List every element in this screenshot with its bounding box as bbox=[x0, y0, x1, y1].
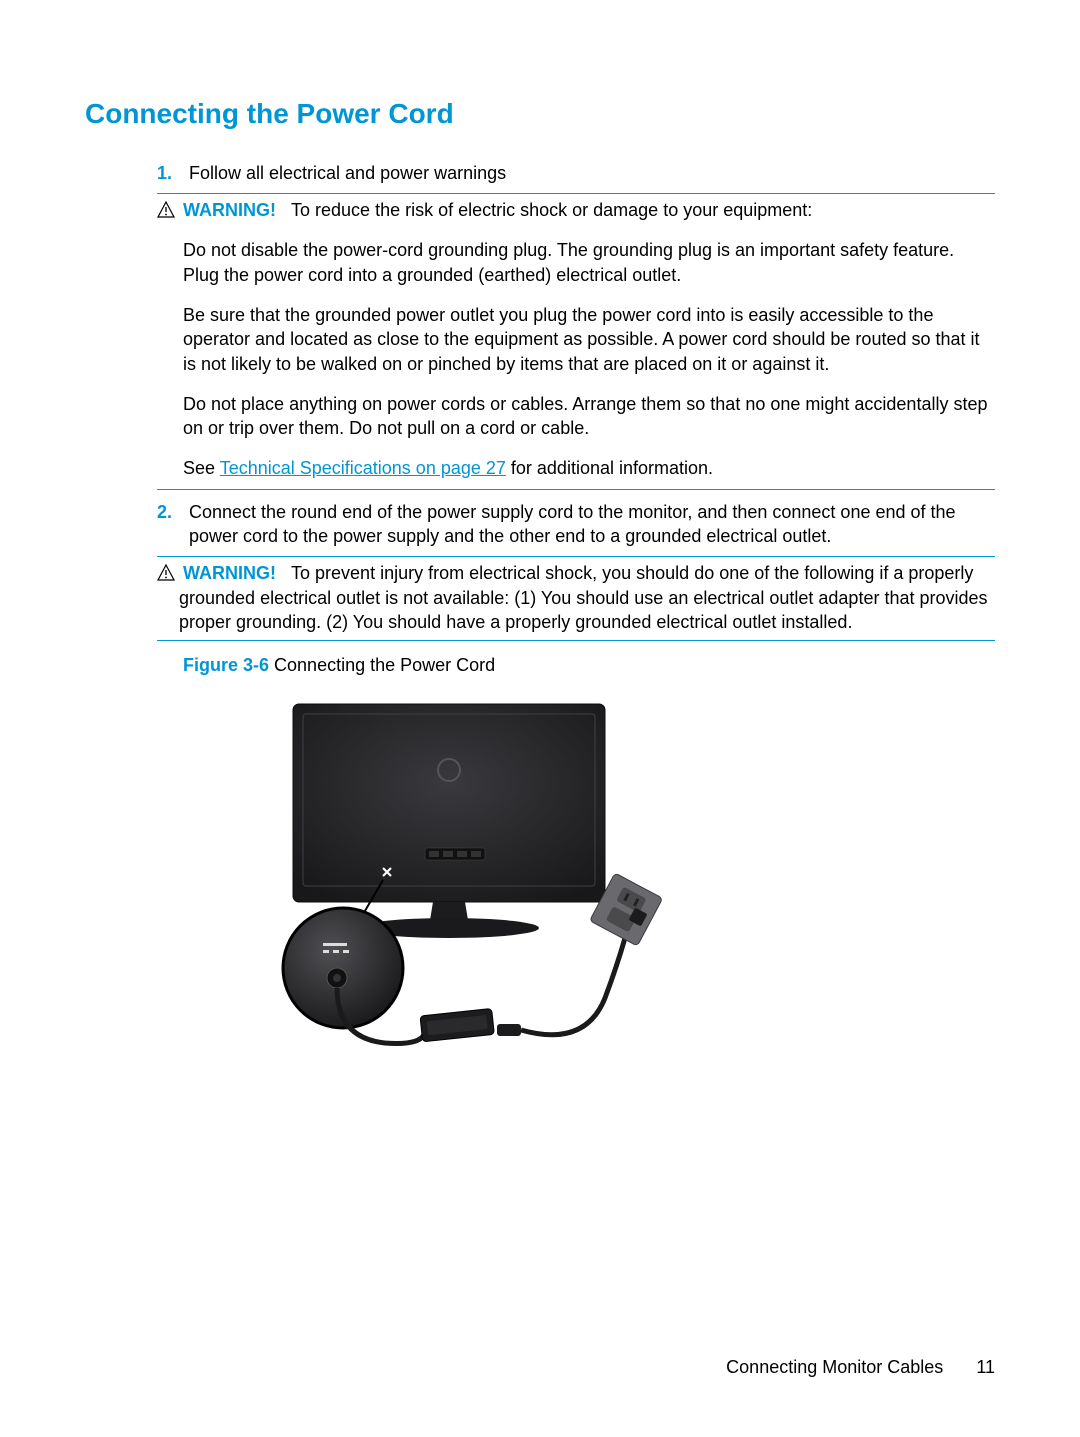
step-number: 2. bbox=[157, 500, 189, 549]
warning-icon bbox=[157, 198, 179, 224]
see-suffix: for additional information. bbox=[506, 458, 713, 478]
figure-caption: Figure 3-6 Connecting the Power Cord bbox=[183, 653, 995, 677]
step-1: 1. Follow all electrical and power warni… bbox=[85, 161, 995, 185]
footer-section-title: Connecting Monitor Cables bbox=[726, 1357, 943, 1377]
warning-box-2: WARNING! To prevent injury from electric… bbox=[157, 556, 995, 641]
footer-page-number: 11 bbox=[976, 1357, 995, 1377]
warning-paragraph: Be sure that the grounded power outlet y… bbox=[183, 303, 995, 376]
warning-see-line: See Technical Specifications on page 27 … bbox=[183, 456, 995, 480]
figure-number: Figure 3-6 bbox=[183, 655, 269, 675]
warning-label: WARNING! bbox=[183, 563, 276, 583]
figure-title: Connecting the Power Cord bbox=[269, 655, 495, 675]
see-prefix: See bbox=[183, 458, 220, 478]
step-text: Follow all electrical and power warnings bbox=[189, 161, 995, 185]
document-page: Connecting the Power Cord 1. Follow all … bbox=[0, 0, 1080, 1128]
warning-paragraph: Do not place anything on power cords or … bbox=[183, 392, 995, 441]
warning-paragraph: Do not disable the power-cord grounding … bbox=[183, 238, 995, 287]
step-text: Connect the round end of the power suppl… bbox=[189, 500, 995, 549]
section-heading: Connecting the Power Cord bbox=[85, 95, 995, 133]
technical-specifications-link[interactable]: Technical Specifications on page 27 bbox=[220, 458, 506, 478]
figure-image bbox=[265, 698, 705, 1068]
step-2: 2. Connect the round end of the power su… bbox=[85, 500, 995, 549]
page-footer: Connecting Monitor Cables 11 bbox=[726, 1355, 995, 1379]
warning-lead-text: To reduce the risk of electric shock or … bbox=[291, 200, 812, 220]
step-number: 1. bbox=[157, 161, 189, 185]
warning-body: Do not disable the power-cord grounding … bbox=[183, 238, 995, 480]
warning-box-1: WARNING! To reduce the risk of electric … bbox=[157, 193, 995, 490]
warning-label: WARNING! bbox=[183, 200, 276, 220]
warning-text: To prevent injury from electrical shock,… bbox=[179, 563, 988, 632]
warning-icon bbox=[157, 561, 179, 587]
